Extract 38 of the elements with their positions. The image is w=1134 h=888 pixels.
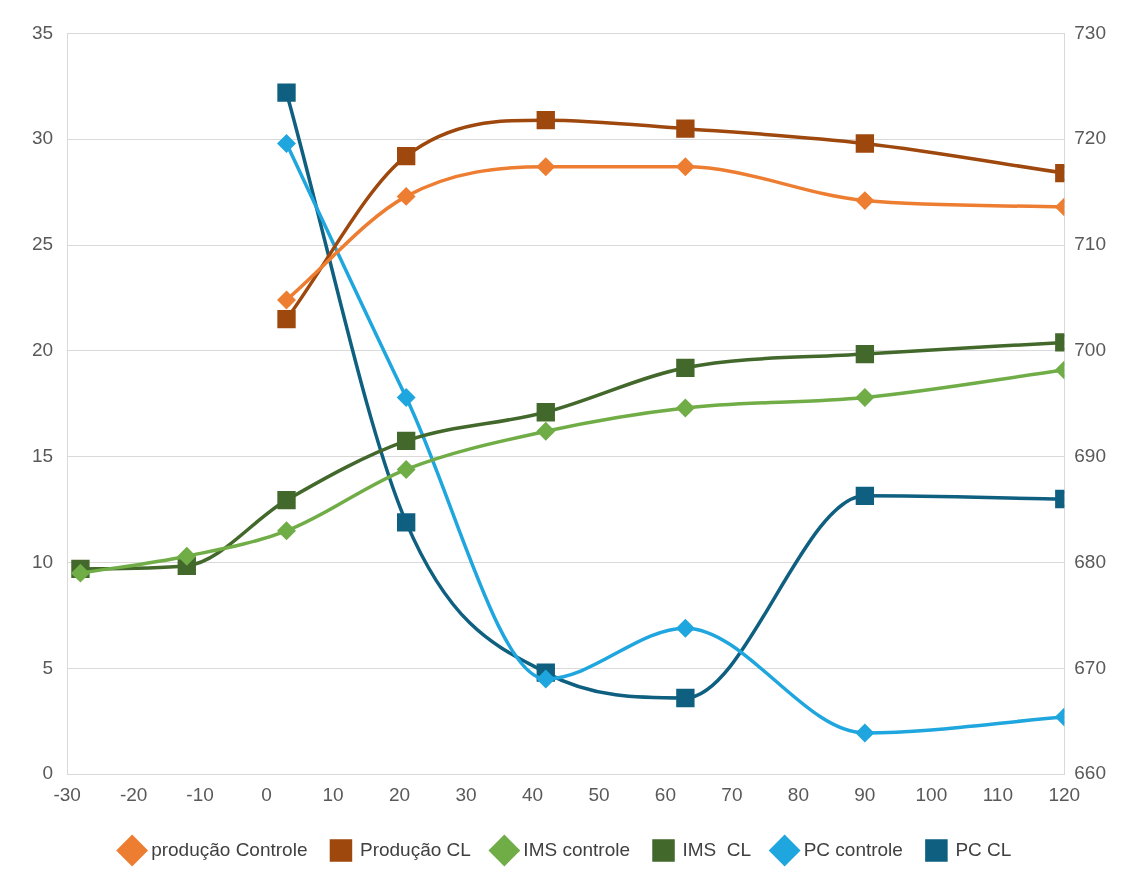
x-tick-label: 70 bbox=[721, 783, 743, 805]
legend-label: PC controle bbox=[803, 838, 903, 860]
y-tick-label: 10 bbox=[31, 550, 54, 572]
legend-label: IMS controle bbox=[523, 838, 631, 860]
y-tick-label: 30 bbox=[31, 127, 54, 149]
y2-tick-label: 710 bbox=[1074, 233, 1106, 255]
y2-tick-label: 680 bbox=[1074, 550, 1106, 572]
x-tick-label: -30 bbox=[53, 783, 81, 805]
x-tick-label: 110 bbox=[982, 783, 1013, 805]
x-tick-label: 20 bbox=[388, 783, 411, 805]
y-tick-label: 0 bbox=[42, 762, 54, 784]
x-tick-label: -10 bbox=[186, 783, 214, 805]
legend-label: Produção CL bbox=[359, 838, 471, 860]
y-tick-label: 5 bbox=[42, 656, 54, 678]
x-tick-label: 120 bbox=[1048, 783, 1081, 805]
y2-tick-label: 720 bbox=[1074, 127, 1106, 149]
y-tick-label: 20 bbox=[31, 339, 54, 361]
legend-label: produção Controle bbox=[151, 838, 308, 860]
y-tick-label: 35 bbox=[31, 21, 54, 43]
x-tick-label: 10 bbox=[322, 783, 344, 805]
x-tick-label: 50 bbox=[588, 783, 610, 805]
x-tick-label: 60 bbox=[654, 783, 676, 805]
y2-tick-label: 690 bbox=[1074, 444, 1106, 466]
legend-label: IMS CL bbox=[682, 838, 752, 860]
legend-label: PC CL bbox=[955, 838, 1012, 860]
x-tick-label: 80 bbox=[787, 783, 809, 805]
x-tick-label: 100 bbox=[915, 783, 948, 805]
y2-tick-label: 660 bbox=[1074, 762, 1106, 784]
x-tick-label: 30 bbox=[455, 783, 477, 805]
x-tick-label: 0 bbox=[261, 783, 272, 805]
x-tick-label: -20 bbox=[119, 783, 148, 805]
y-tick-label: 25 bbox=[31, 233, 54, 255]
y2-tick-label: 670 bbox=[1074, 656, 1106, 678]
x-tick-label: 90 bbox=[854, 783, 876, 805]
x-tick-label: 40 bbox=[521, 783, 544, 805]
y-tick-label: 15 bbox=[31, 444, 54, 466]
y2-tick-label: 730 bbox=[1074, 21, 1106, 43]
y2-tick-label: 700 bbox=[1074, 339, 1106, 361]
